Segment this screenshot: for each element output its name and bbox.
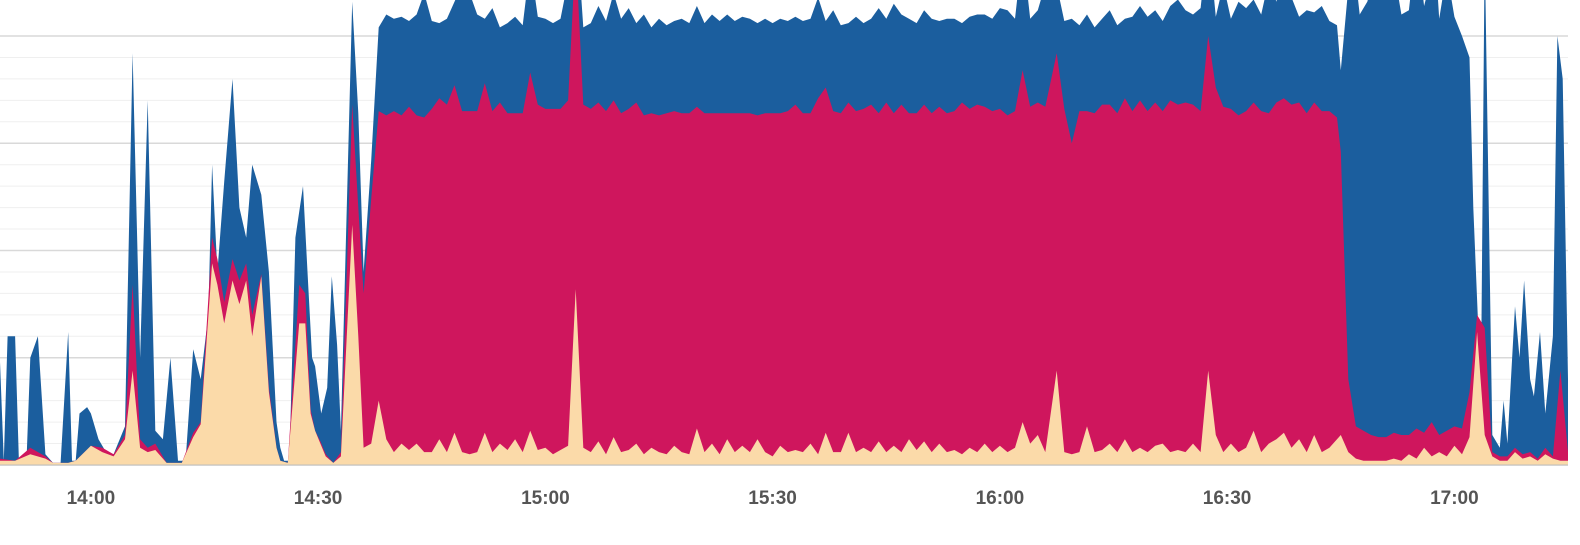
x-tick-label: 15:30 — [748, 488, 797, 509]
x-axis-tick-labels: 14:00 14:30 15:00 15:30 16:00 16:30 17:00 — [67, 488, 1479, 509]
x-tick-label: 16:00 — [976, 488, 1025, 509]
series-areas — [0, 0, 1568, 466]
x-tick-label: 14:00 — [67, 488, 116, 509]
x-tick-label: 15:00 — [521, 488, 570, 509]
area-series-middle — [0, 0, 1568, 465]
x-tick-label: 14:30 — [294, 488, 343, 509]
x-tick-label: 17:00 — [1430, 488, 1479, 509]
x-tick-label: 16:30 — [1203, 488, 1252, 509]
